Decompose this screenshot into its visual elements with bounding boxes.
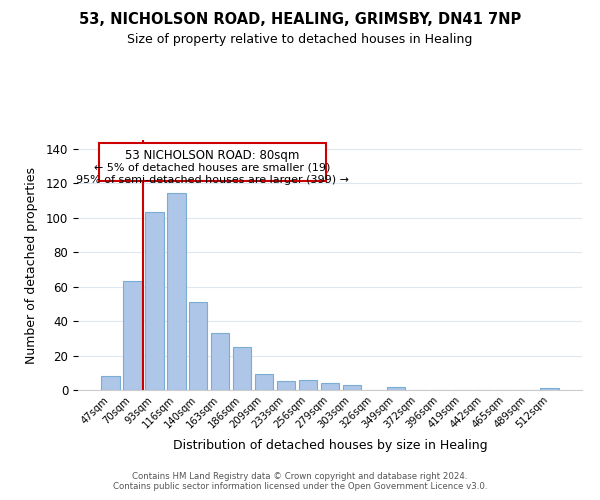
Text: 53, NICHOLSON ROAD, HEALING, GRIMSBY, DN41 7NP: 53, NICHOLSON ROAD, HEALING, GRIMSBY, DN…: [79, 12, 521, 28]
Bar: [320, 383, 340, 390]
Bar: [255, 374, 274, 390]
X-axis label: Distribution of detached houses by size in Healing: Distribution of detached houses by size …: [173, 439, 487, 452]
Bar: [299, 380, 317, 390]
Y-axis label: Number of detached properties: Number of detached properties: [25, 166, 38, 364]
Bar: [167, 194, 185, 390]
FancyBboxPatch shape: [99, 144, 326, 182]
Bar: [233, 347, 251, 390]
Text: Contains public sector information licensed under the Open Government Licence v3: Contains public sector information licen…: [113, 482, 487, 491]
Text: Size of property relative to detached houses in Healing: Size of property relative to detached ho…: [127, 32, 473, 46]
Bar: [277, 382, 295, 390]
Bar: [101, 376, 119, 390]
Text: ← 5% of detached houses are smaller (19): ← 5% of detached houses are smaller (19): [94, 162, 331, 172]
Bar: [541, 388, 559, 390]
Bar: [343, 385, 361, 390]
Bar: [123, 282, 142, 390]
Bar: [211, 333, 229, 390]
Bar: [386, 386, 405, 390]
Text: 95% of semi-detached houses are larger (399) →: 95% of semi-detached houses are larger (…: [76, 176, 349, 186]
Text: Contains HM Land Registry data © Crown copyright and database right 2024.: Contains HM Land Registry data © Crown c…: [132, 472, 468, 481]
Text: 53 NICHOLSON ROAD: 80sqm: 53 NICHOLSON ROAD: 80sqm: [125, 150, 299, 162]
Bar: [145, 212, 164, 390]
Bar: [189, 302, 208, 390]
